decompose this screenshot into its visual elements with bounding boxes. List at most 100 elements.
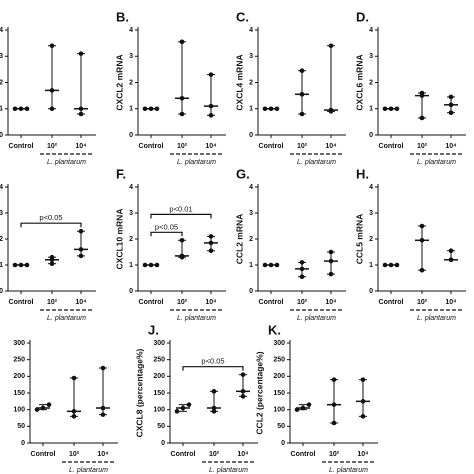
y-axis-label: CXCL4 mRNA (234, 54, 244, 110)
x-tick-label: 10⁴ (357, 451, 369, 458)
data-point (78, 247, 84, 252)
data-point (331, 420, 337, 426)
data-point (34, 407, 40, 412)
data-point (448, 248, 454, 253)
data-point (12, 262, 18, 268)
y-tick-label: 200 (13, 373, 25, 380)
x-tick-label: 10⁴ (325, 143, 337, 150)
x-tick-label: 10² (329, 451, 340, 458)
y-tick-label: 2 (249, 236, 253, 243)
y-tick-label: 2 (369, 236, 373, 243)
y-tick-label: 50 (157, 423, 165, 430)
data-point (448, 94, 454, 100)
group-label: L. plantarum (209, 467, 248, 474)
panel-letter: F. (116, 166, 126, 181)
data-point (24, 262, 30, 268)
data-point (299, 92, 305, 97)
data-point (78, 51, 84, 56)
data-point (208, 103, 214, 109)
x-tick-label: 10⁴ (205, 143, 217, 150)
x-tick-label: 10² (297, 299, 308, 306)
y-tick-label: 3 (249, 53, 253, 60)
data-point (448, 102, 454, 108)
data-point (78, 106, 84, 112)
y-tick-label: 0 (129, 288, 133, 295)
x-tick-label: 10² (417, 143, 428, 150)
data-point (300, 405, 306, 411)
data-point (240, 389, 246, 394)
x-tick-label: 10² (177, 299, 188, 306)
data-point (142, 106, 148, 112)
y-tick-label: 300 (153, 340, 165, 347)
significance-bracket (182, 366, 244, 371)
x-tick-label: Control (9, 143, 34, 150)
x-tick-label: 10⁴ (205, 299, 217, 306)
group-label: L. plantarum (69, 467, 108, 474)
panel-letter: G. (236, 166, 250, 181)
data-point (46, 402, 52, 407)
data-point (299, 260, 305, 265)
x-tick-label: 10⁴ (97, 451, 109, 458)
data-point (360, 377, 366, 382)
y-tick-label: 3 (0, 210, 3, 217)
data-point (78, 228, 84, 234)
x-tick-label: Control (259, 143, 284, 150)
data-point (208, 72, 214, 77)
data-point (179, 238, 185, 243)
data-point (274, 262, 280, 268)
y-tick-label: 1 (369, 106, 373, 113)
x-tick-label: 10² (47, 143, 58, 150)
group-label: L. plantarum (177, 159, 216, 166)
data-point (328, 258, 334, 264)
significance-bracket (150, 213, 212, 219)
data-point (299, 111, 305, 117)
data-point (360, 414, 366, 419)
data-point (299, 274, 305, 280)
significance-label: p<0.05 (201, 357, 224, 366)
data-point (262, 262, 268, 268)
data-point (154, 106, 160, 112)
y-tick-label: 1 (249, 262, 253, 269)
data-point (419, 93, 425, 98)
data-point (294, 407, 300, 412)
y-tick-label: 1 (249, 106, 253, 113)
data-point (180, 405, 186, 411)
y-tick-label: 3 (249, 210, 253, 217)
data-point (49, 88, 55, 93)
significance-label: p<0.01 (169, 204, 192, 213)
y-axis-label: CXCL2 mRNA (114, 54, 124, 110)
x-tick-label: 10⁴ (325, 299, 337, 306)
y-tick-label: 150 (13, 390, 25, 397)
y-tick-label: 200 (153, 373, 165, 380)
data-point (419, 267, 425, 273)
y-tick-label: 0 (369, 288, 373, 295)
data-point (331, 377, 337, 382)
y-tick-label: 1 (0, 262, 3, 269)
significance-label: p<0.05 (155, 222, 178, 231)
y-tick-label: 2 (249, 79, 253, 86)
data-point (388, 262, 394, 268)
y-tick-label: 4 (249, 27, 253, 34)
data-point (100, 365, 106, 371)
data-point (18, 262, 24, 268)
y-tick-label: 2 (129, 79, 133, 86)
data-point (419, 238, 425, 243)
data-point (179, 254, 185, 260)
y-axis-label: CXCL6 mRNA (354, 54, 364, 110)
group-label: L. plantarum (297, 315, 336, 322)
data-point (240, 394, 246, 399)
y-tick-label: 100 (13, 407, 25, 414)
y-tick-label: 0 (0, 132, 3, 139)
y-tick-label: 4 (249, 184, 253, 191)
data-point (100, 412, 106, 417)
y-axis-label: CCL2 mRNA (234, 214, 244, 265)
x-tick-label: 10² (417, 299, 428, 306)
data-point (448, 257, 454, 263)
y-tick-label: 4 (0, 27, 3, 34)
y-tick-label: 2 (0, 236, 3, 243)
group-label: L. plantarum (329, 467, 368, 474)
y-tick-label: 3 (129, 210, 133, 217)
data-point (328, 43, 334, 49)
x-tick-label: Control (9, 299, 34, 306)
x-tick-label: Control (259, 299, 284, 306)
